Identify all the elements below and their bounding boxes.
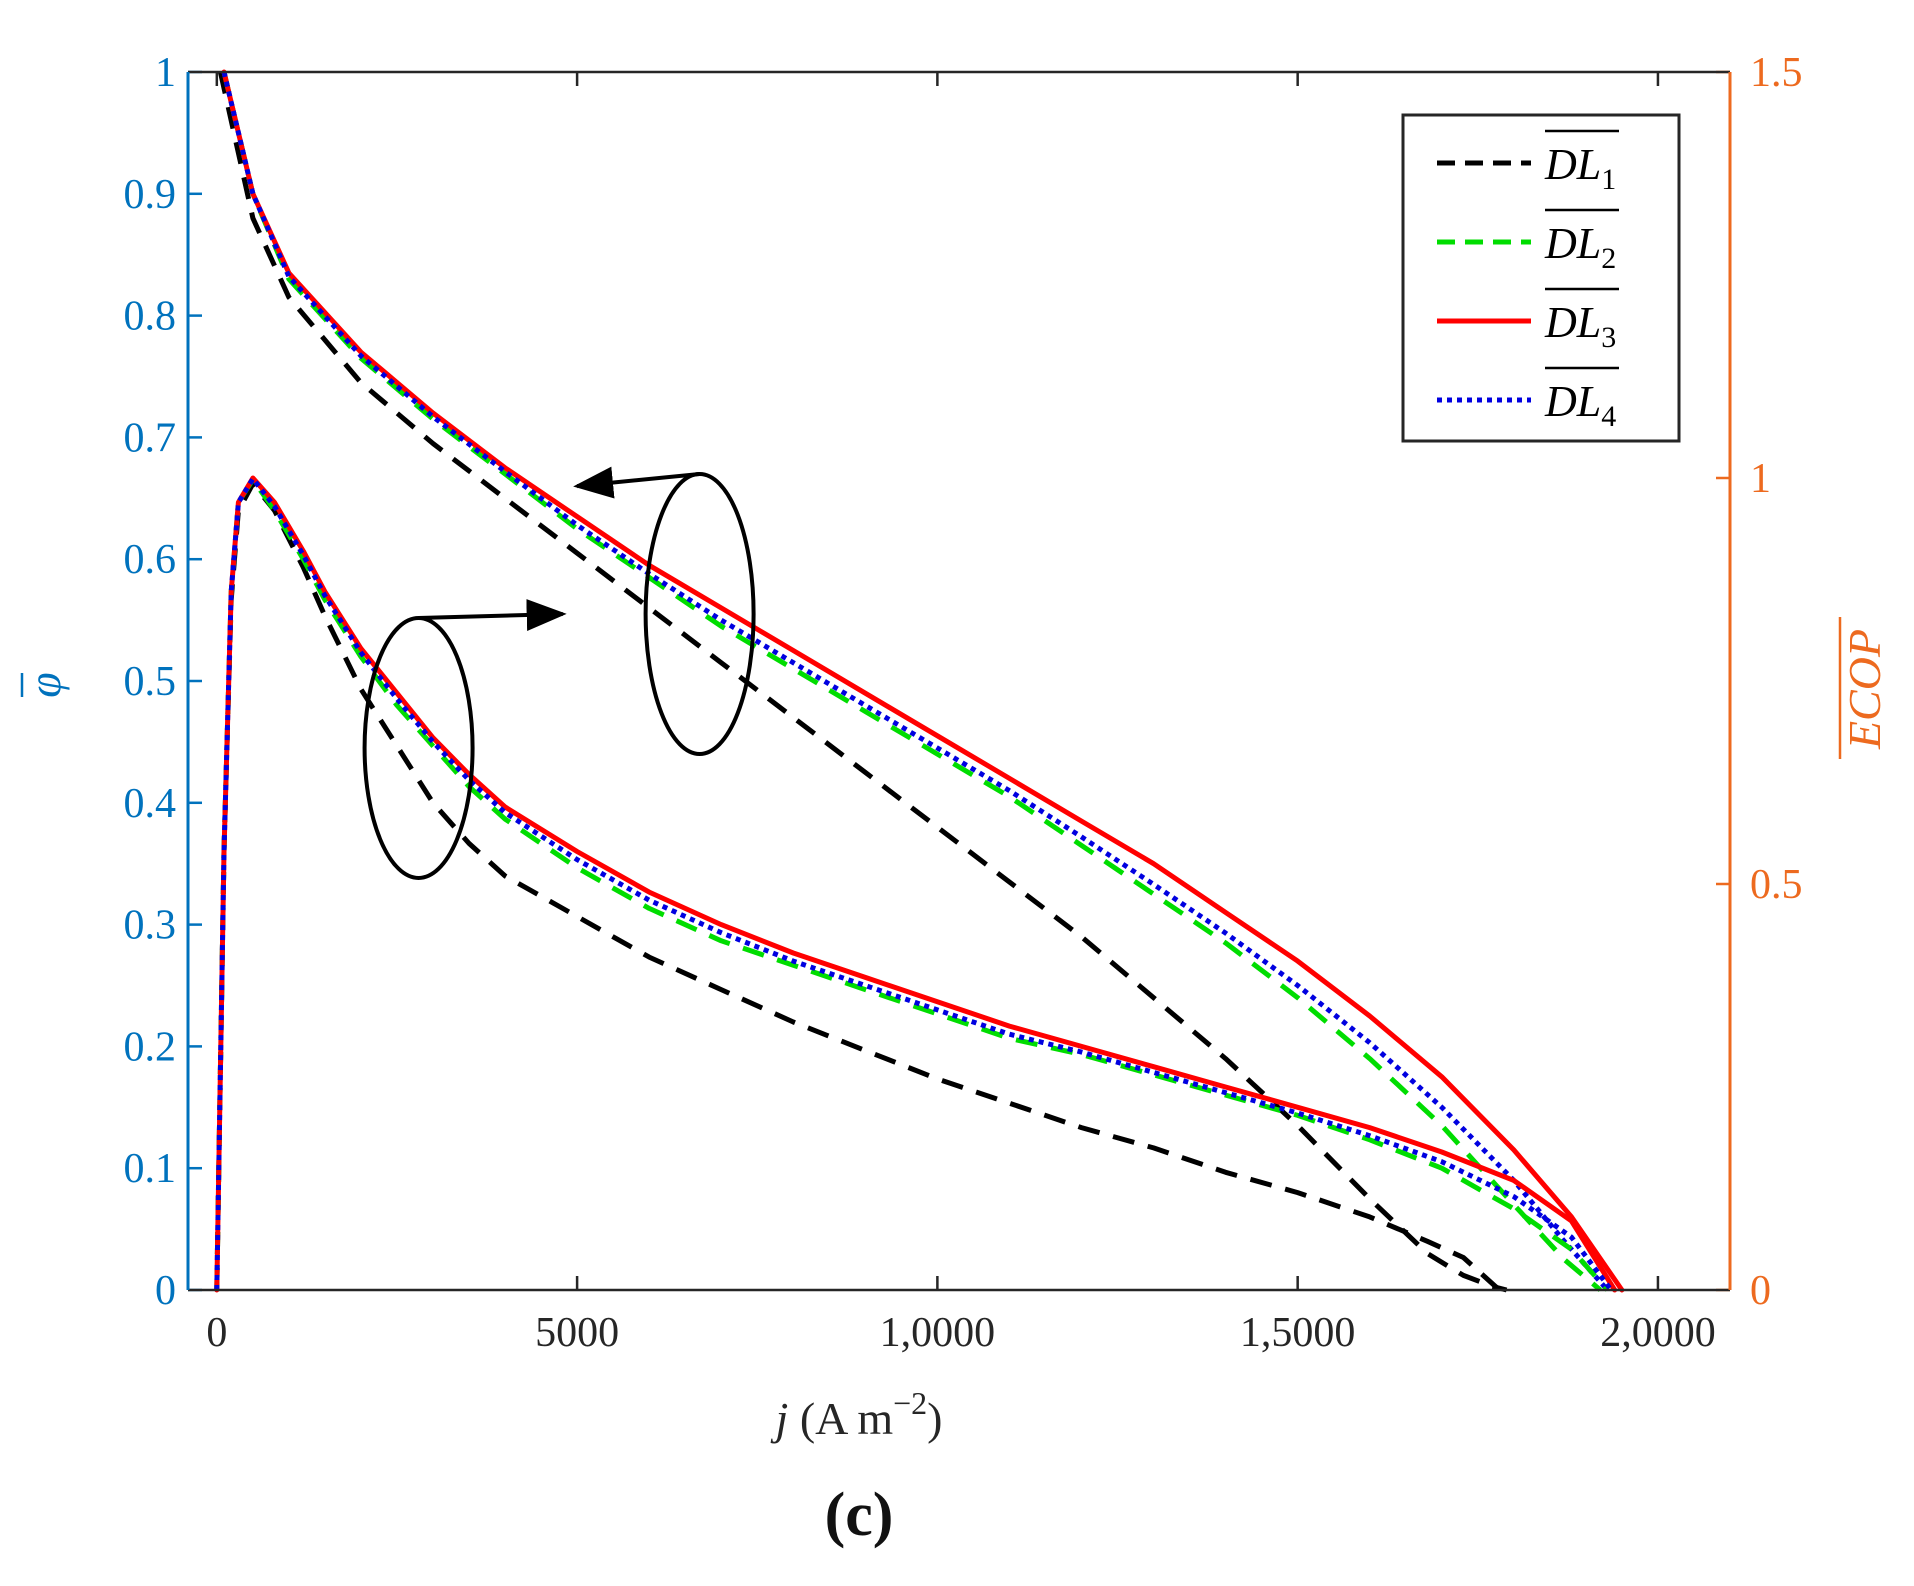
figure-caption: (c): [825, 1481, 894, 1549]
legend-label-DL1: DL1: [1544, 140, 1616, 196]
series-DL2-ECOP: [214, 477, 1610, 1292]
x-tick-label: 0: [206, 1310, 227, 1356]
y-left-tick-label: 1: [155, 50, 176, 96]
series-DL3-phi: [221, 69, 1625, 1293]
y-left-tick-label: 0.9: [124, 172, 177, 218]
x-tick-label: 1,5000: [1240, 1310, 1356, 1356]
series-DL4-ECOP: [214, 476, 1614, 1292]
x-axis-title: j (A m−2): [771, 1385, 943, 1444]
legend-label-DL4: DL4: [1544, 377, 1616, 433]
legend-label-DL2: DL2: [1544, 219, 1616, 275]
y-left-tick-label: 0.6: [124, 537, 177, 583]
legend: DL1 DL2 DL3 DL4: [1401, 113, 1681, 443]
y-left-tick-label: 0.7: [124, 415, 177, 461]
axis-titles: j (A m−2) φ ECOP (c): [19, 617, 1890, 1549]
y-right-tick-label: 1.5: [1750, 50, 1803, 96]
annotation-arrow-right: [418, 599, 567, 631]
y-left-tick-label: 0.5: [124, 659, 177, 705]
annotation-ellipse-left-group: [643, 472, 756, 757]
y-left-axis-title: φ: [19, 672, 70, 697]
y-left-tick-label: 0.2: [124, 1024, 177, 1070]
y-right-tick-label: 0.5: [1750, 862, 1803, 908]
axes-frame: [186, 70, 1732, 1292]
y-right-axis-title-text: ECOP: [1839, 629, 1890, 750]
y-left-tick-label: 0.8: [124, 294, 177, 340]
series-DL2-phi: [221, 71, 1602, 1292]
x-tick-label: 2,0000: [1600, 1310, 1716, 1356]
y-left-axis-title-text: φ: [19, 672, 70, 697]
series-DL1-phi: [217, 71, 1508, 1293]
plot-area: [214, 69, 1625, 1293]
x-tick-label: 1,0000: [880, 1310, 996, 1356]
y-right-tick-label: 1: [1750, 456, 1771, 502]
series-DL1-ECOP: [214, 481, 1502, 1292]
y-right-tick-label: 0: [1750, 1268, 1771, 1314]
y-left-tick-label: 0.1: [124, 1146, 177, 1192]
y-left-tick-label: 0: [155, 1268, 176, 1314]
y-right-axis-title: ECOP: [1838, 617, 1890, 759]
series-DL3-ECOP: [214, 475, 1618, 1293]
annotation-ellipse-right-group: [362, 615, 475, 880]
annotation-arrow-left: [573, 466, 700, 499]
series-DL4-phi: [221, 71, 1610, 1292]
tick-labels: 0 5000 1,0000 1,5000 2,0000 0 0.1 0.2 0.3 0.4 0.5 0…: [124, 50, 1803, 1356]
legend-box: [1401, 113, 1681, 443]
y-left-tick-label: 0.4: [124, 781, 177, 827]
annotations: [362, 466, 756, 880]
y-left-tick-label: 0.3: [124, 903, 177, 949]
x-tick-label: 5000: [535, 1310, 619, 1356]
legend-label-DL3: DL3: [1544, 298, 1616, 354]
